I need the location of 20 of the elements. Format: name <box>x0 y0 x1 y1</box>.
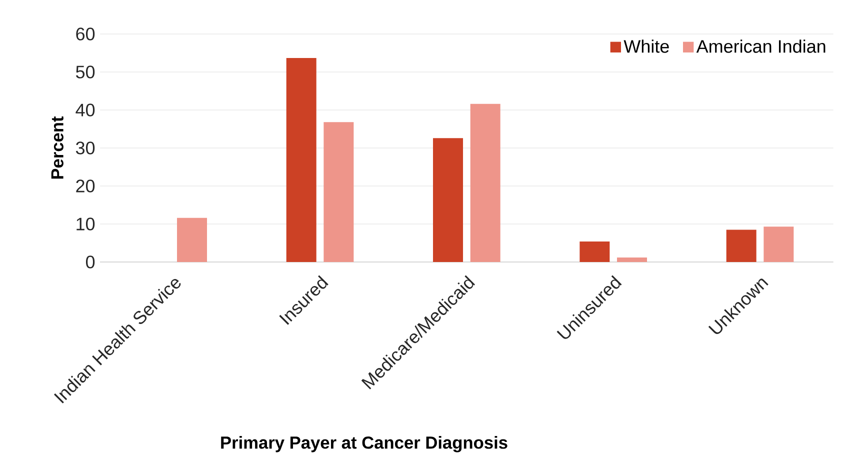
bar <box>324 122 354 262</box>
y-axis-title: Percent <box>51 116 64 179</box>
bar <box>470 104 500 262</box>
y-tick-label: 40 <box>76 104 95 116</box>
y-tick-label: 30 <box>76 142 95 154</box>
y-tick-label: 50 <box>76 66 95 78</box>
y-tick-label: 10 <box>76 218 95 230</box>
legend-label: White <box>624 40 669 53</box>
bar <box>177 218 208 262</box>
bar <box>726 230 756 262</box>
y-tick-label: 0 <box>86 256 95 268</box>
bar <box>617 257 648 262</box>
bar <box>580 241 610 262</box>
bar <box>764 226 794 262</box>
x-axis-title: Primary Payer at Cancer Diagnosis <box>221 436 508 452</box>
y-tick-label: 20 <box>76 180 95 192</box>
bar <box>433 138 464 262</box>
y-tick-label: 60 <box>76 28 95 40</box>
bar <box>286 58 316 262</box>
legend-label: American Indian <box>696 40 826 53</box>
